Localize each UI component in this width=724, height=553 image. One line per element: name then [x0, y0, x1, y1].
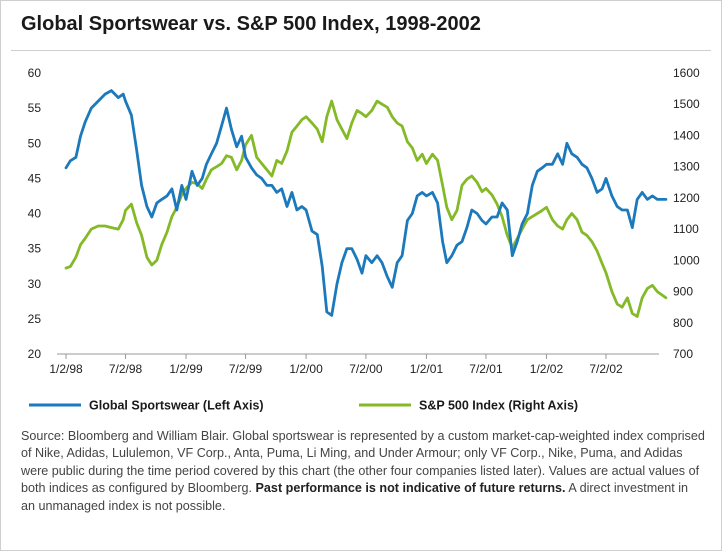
source-note: Source: Bloomberg and William Blair. Glo… — [21, 428, 705, 515]
chart-legend: Global Sportswear (Left Axis) S&P 500 Ind… — [29, 399, 578, 413]
x-tick-label: 1/2/02 — [530, 362, 564, 376]
series-line-global-sportswear — [64, 89, 668, 317]
y-right-tick-label: 900 — [673, 285, 693, 299]
y-right-tick-label: 800 — [673, 316, 693, 330]
y-left-tick-label: 30 — [28, 277, 42, 291]
x-tick-label: 1/2/01 — [410, 362, 444, 376]
y-left-tick-label: 50 — [28, 136, 42, 150]
y-left-tick-label: 55 — [28, 101, 42, 115]
chart-canvas: 20 25 30 35 40 45 50 55 60 700 800 900 1000 1100 1200 1… — [28, 66, 700, 413]
y-left-tick-label: 25 — [28, 312, 42, 326]
x-tick-label: 7/2/98 — [109, 362, 143, 376]
disclaimer-bold: Past performance is not indicative of fu… — [255, 481, 566, 496]
x-tick-label: 1/2/00 — [289, 362, 323, 376]
y-left-tick-label: 60 — [28, 66, 42, 80]
legend-item-global-sportswear-label: Global Sportswear (Left Axis) — [89, 399, 264, 413]
source-text: Source: Bloomberg and William Blair. Glo… — [21, 429, 705, 496]
series-line-sp500 — [64, 99, 668, 318]
x-tick-label: 7/2/00 — [349, 362, 383, 376]
x-tick-label: 7/2/01 — [469, 362, 503, 376]
y-right-tick-label: 700 — [673, 347, 693, 361]
y-left-tick-label: 20 — [28, 347, 42, 361]
chart-lines — [64, 89, 668, 318]
x-tick-label: 1/2/99 — [169, 362, 203, 376]
y-right-tick-label: 1100 — [673, 222, 699, 236]
x-tick-label: 7/2/02 — [589, 362, 623, 376]
chart-axes: 20 25 30 35 40 45 50 55 60 700 800 900 1000 1100 1200 1… — [28, 66, 700, 376]
y-right-tick-label: 1500 — [673, 97, 700, 111]
x-tick-label: 7/2/99 — [229, 362, 263, 376]
y-right-tick-label: 1300 — [673, 160, 700, 174]
chart-title: Global Sportswear vs. S&P 500 Index, 199… — [21, 13, 481, 35]
title-divider — [11, 50, 711, 51]
y-left-tick-label: 40 — [28, 207, 42, 221]
y-right-tick-label: 1400 — [673, 128, 700, 142]
legend-item-sp500-label: S&P 500 Index (Right Axis) — [419, 399, 578, 413]
source-text-after: A direct investment in an unmanaged inde… — [21, 481, 689, 513]
y-left-tick-label: 45 — [28, 171, 42, 185]
y-left-tick-label: 35 — [28, 242, 42, 256]
y-right-tick-label: 1200 — [673, 191, 700, 205]
x-tick-label: 1/2/98 — [49, 362, 83, 376]
y-right-tick-label: 1000 — [673, 253, 700, 267]
y-right-tick-label: 1600 — [673, 66, 700, 80]
